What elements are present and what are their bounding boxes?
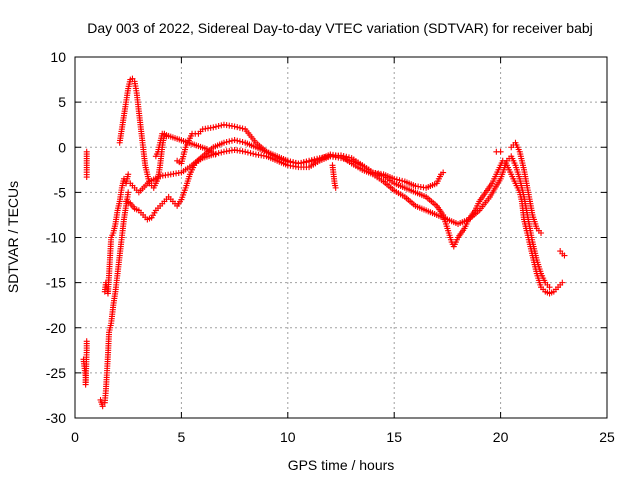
data-point [343,153,350,160]
data-point [212,123,219,130]
data-point [231,137,238,144]
y-tick-label: -10 [46,230,66,246]
y-tick-label: -30 [46,410,66,426]
x-tick-label: 25 [599,429,615,445]
data-point [223,139,230,146]
x-tick-label: 20 [493,429,509,445]
data-point [212,151,219,158]
data-point [220,139,227,146]
data-point [218,122,225,129]
x-axis-label: GPS time / hours [288,457,395,473]
axis-ticks: 0 5 10 15 20 25 -30 -25 -20 -15 -10 -5 0 5 10 [46,49,615,445]
data-point [239,125,246,132]
data-point [234,137,241,144]
data-point [236,138,243,145]
data-point [340,153,347,160]
data-point [226,138,233,145]
series-track-j [329,148,568,259]
data-point [125,171,132,178]
data-point [83,338,90,345]
y-axis-label: SDTVAR / TECUs [5,181,21,293]
data-point [399,177,406,184]
data-point [391,175,398,182]
data-point [215,123,222,130]
data-point [538,229,545,236]
data-point [228,137,235,144]
data-point [244,149,251,156]
data-point [295,160,302,167]
data-point [396,177,403,184]
data-point [393,176,400,183]
data-point [546,284,553,291]
data-point [99,403,106,410]
y-tick-label: -5 [54,184,67,200]
x-tick-label: 5 [178,429,186,445]
data-point [303,158,310,165]
data-point [497,148,504,155]
y-tick-label: 10 [50,49,66,65]
data-point [561,252,568,259]
data-point [215,150,222,157]
data-point [311,156,318,163]
series-track-e [116,75,170,191]
y-tick-label: 5 [58,94,66,110]
data-point [83,174,90,181]
data-point [338,152,344,159]
series-track-b [80,338,90,388]
series-track-a [83,148,90,181]
y-tick-label: -25 [46,365,66,381]
data-point [306,157,313,164]
x-tick-label: 10 [280,429,296,445]
data-point [231,123,238,130]
data-point [345,154,352,161]
series-track-k [152,130,219,160]
data-point [242,148,249,155]
series-track-i [508,139,545,236]
data-point [234,124,241,131]
data-point [440,169,447,176]
grid [75,57,607,418]
y-tick-label: 0 [58,139,66,155]
data-point [250,150,257,157]
data-point [239,139,246,146]
data-point [332,184,339,191]
data-point [210,124,217,131]
data-point [125,189,132,196]
data-points [80,75,568,410]
series-track-h [174,121,447,191]
data-point [247,150,254,157]
y-tick-label: -20 [46,320,66,336]
x-tick-label: 0 [71,429,79,445]
data-point [298,159,305,166]
y-tick-label: -15 [46,275,66,291]
x-tick-label: 15 [386,429,402,445]
data-point [236,124,243,131]
data-point [308,157,315,164]
data-point [559,279,566,286]
chart-title: Day 003 of 2022, Sidereal Day-to-day VTE… [87,20,593,36]
data-point [218,149,225,156]
series-track-d [101,171,132,297]
series-track-c [97,189,132,410]
data-point [300,159,307,166]
series-track-g [127,137,553,291]
data-point [314,155,321,162]
